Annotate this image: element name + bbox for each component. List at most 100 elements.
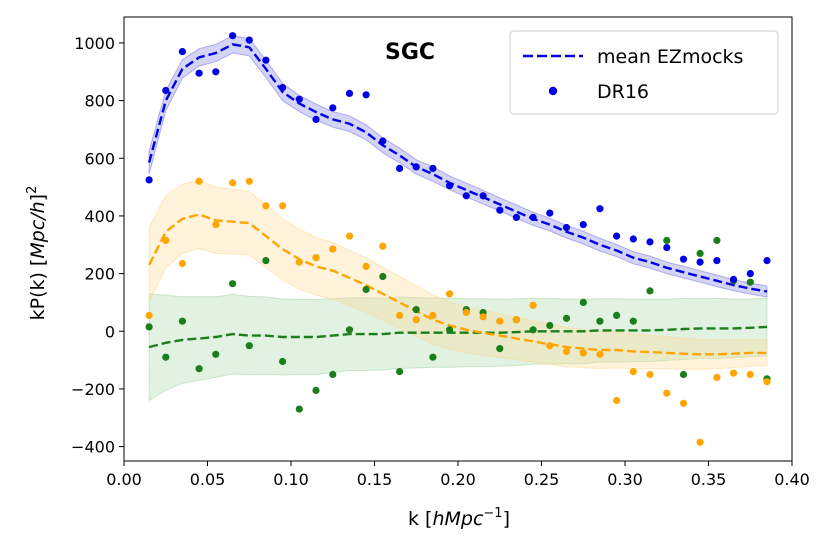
monopole-data-point: [229, 32, 237, 40]
hexadecapole-data-point: [696, 249, 704, 257]
hexadecapole-data-point: [679, 370, 688, 379]
hexadecapole-data-point: [646, 287, 654, 295]
monopole-data-point: [763, 257, 771, 265]
quadrupole-data-point: [329, 245, 337, 253]
x-tick-label: 0.30: [607, 470, 643, 489]
quadrupole-data-point: [546, 342, 554, 350]
quadrupole-data-point: [178, 259, 186, 268]
x-tick-label: 0.35: [691, 470, 727, 489]
monopole-data-point: [295, 95, 303, 103]
quadrupole-data-point: [663, 389, 671, 397]
monopole-data-point: [262, 56, 270, 64]
y-tick-label: 0: [105, 322, 115, 341]
mock-mean-lines: [147, 43, 768, 356]
y-tick-label: 1000: [74, 34, 115, 53]
y-tick-label: 400: [84, 207, 115, 226]
monopole-data-point: [145, 176, 153, 184]
monopole-data-point: [312, 115, 320, 123]
monopole-data-point: [713, 257, 721, 265]
monopole-data-point: [579, 221, 587, 229]
hexadecapole-data-point: [596, 317, 604, 325]
quadrupole-data-point: [579, 349, 587, 357]
hexadecapole-data-point: [178, 317, 186, 325]
quadrupole-data-point: [729, 369, 738, 377]
monopole-data-point: [629, 235, 637, 243]
monopole-data-point: [362, 91, 370, 99]
x-tick-label: 0.05: [190, 470, 226, 489]
quadrupole-data-point: [195, 177, 203, 185]
hexadecapole-mock-mean-line: [148, 325, 768, 349]
hexadecapole-data-point: [295, 405, 303, 413]
x-tick-label: 0.20: [440, 470, 476, 489]
quadrupole-data-point: [379, 242, 387, 250]
quadrupole-data-point: [312, 254, 320, 262]
quadrupole-data-point: [613, 396, 621, 405]
hexadecapole-data-point: [746, 278, 754, 286]
quadrupole-data-point: [629, 368, 637, 376]
monopole-data-point: [529, 213, 537, 221]
monopole-data-point: [412, 163, 420, 171]
hexadecapole-data-point: [262, 257, 270, 265]
chart-title: SGC: [385, 40, 435, 65]
y-tick-label: −200: [71, 380, 115, 399]
x-label-prefix: k [: [408, 508, 432, 530]
monopole-data-point: [646, 238, 654, 246]
monopole-band: [148, 35, 768, 298]
quadrupole-data-point: [646, 370, 654, 379]
hexadecapole-data-point: [446, 326, 454, 334]
monopole-data-point: [195, 69, 203, 77]
legend-box: [509, 30, 779, 115]
y-tick-label: 600: [84, 149, 115, 168]
monopole-data-point: [546, 209, 554, 217]
quadrupole-data-point: [412, 316, 420, 324]
quadrupole-data-point: [446, 290, 454, 298]
monopole-mock-mean-line: [147, 43, 768, 293]
quadrupole-data-point: [596, 350, 604, 358]
y-tick-label: 200: [84, 265, 115, 284]
quadrupole-data-point: [345, 232, 354, 240]
monopole-data-point: [279, 84, 287, 92]
x-tick-label: 0.00: [106, 470, 142, 489]
quadrupole-mock-mean-line: [148, 213, 767, 356]
x-label-superscript: −1: [483, 506, 502, 521]
quadrupole-data-point: [429, 311, 437, 319]
data-points: [145, 32, 771, 446]
quadrupole-data-point: [696, 438, 704, 446]
quadrupole-data-point: [679, 399, 688, 407]
quadrupole-data-point: [496, 317, 504, 325]
x-tick-label: 0.40: [774, 470, 810, 489]
monopole-data-point: [162, 86, 170, 95]
quadrupole-data-point: [162, 236, 170, 244]
quadrupole-data-point: [396, 311, 404, 319]
monopole-data-point: [496, 206, 504, 214]
hexadecapole-data-point: [396, 368, 404, 376]
x-tick-label: 0.15: [357, 470, 393, 489]
monopole-data-point: [746, 270, 754, 278]
hexadecapole-data-point: [379, 272, 387, 281]
quadrupole-data-point: [462, 308, 470, 317]
monopole-data-point: [429, 164, 437, 172]
legend: mean EZmocks DR16: [509, 30, 779, 115]
y-label-superscript: 2: [25, 186, 40, 194]
hexadecapole-data-point: [579, 298, 587, 306]
hexadecapole-data-point: [529, 326, 537, 334]
monopole-data-point: [696, 258, 704, 266]
hexadecapole-data-point: [496, 345, 504, 353]
legend-label-mean-ezmocks: mean EZmocks: [597, 46, 743, 68]
quadrupole-data-point: [763, 378, 771, 386]
hexadecapole-data-point: [245, 342, 253, 350]
monopole-data-point: [345, 89, 354, 97]
hexadecapole-data-point: [312, 386, 320, 394]
legend-marker-dr16: [548, 86, 558, 96]
hexadecapole-data-point: [412, 306, 420, 314]
monopole-data-point: [729, 275, 738, 283]
hexadecapole-data-point: [713, 236, 721, 244]
quadrupole-data-point: [713, 373, 721, 381]
hexadecapole-data-point: [629, 317, 637, 325]
hexadecapole-data-point: [362, 285, 370, 294]
monopole-data-point: [562, 223, 571, 232]
monopole-data-point: [479, 192, 487, 200]
y-tick-label: 800: [84, 92, 115, 111]
x-label-italic: hMpc: [432, 508, 483, 530]
hexadecapole-data-point: [329, 370, 337, 379]
